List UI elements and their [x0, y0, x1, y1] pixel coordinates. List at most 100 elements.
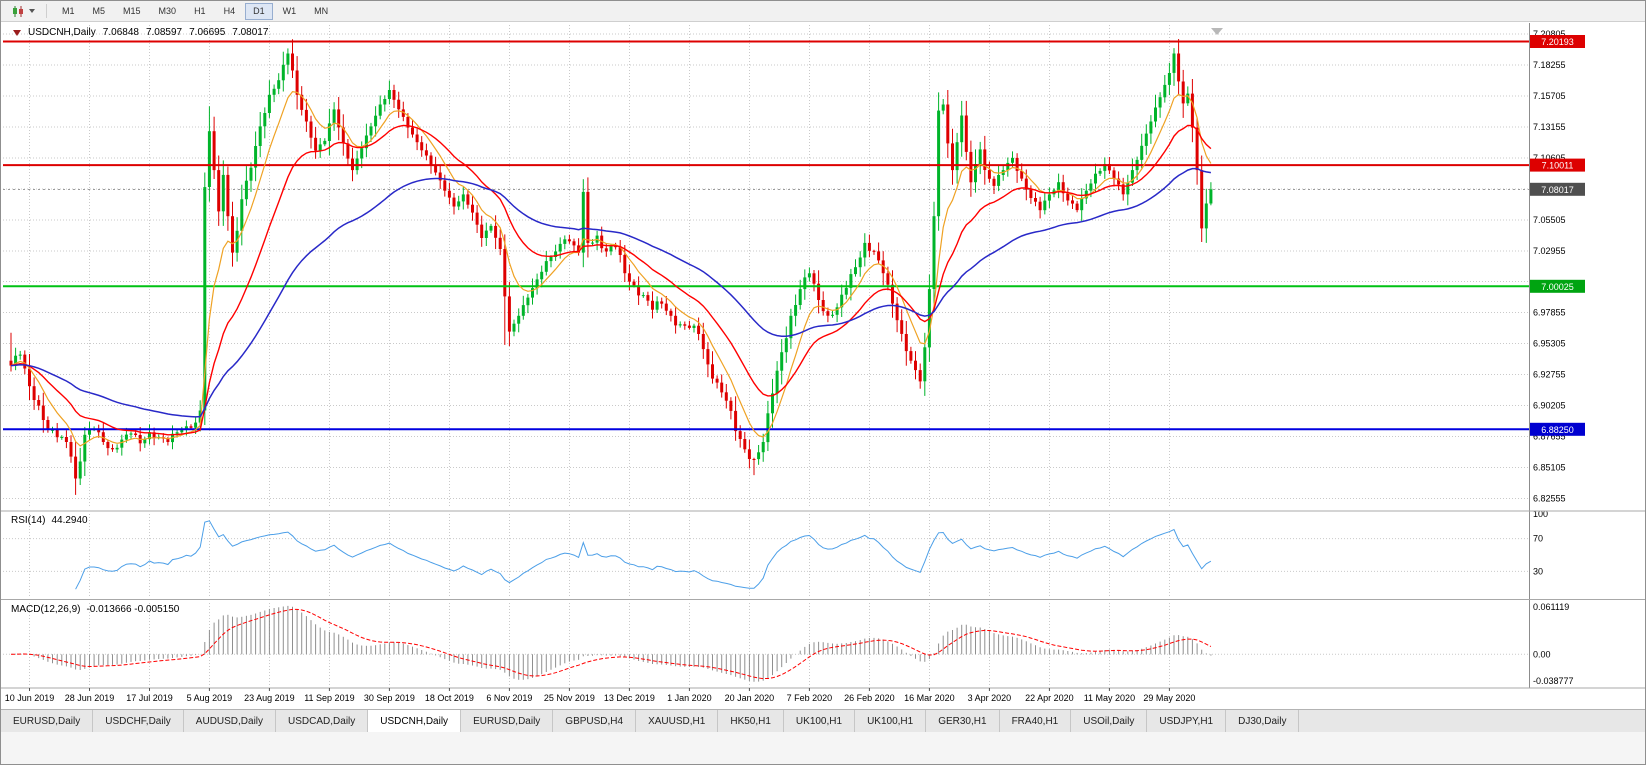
svg-text:7.20805: 7.20805: [1533, 29, 1566, 39]
chart-title: USDCNH,Daily 7.06848 7.08597 7.06695 7.0…: [13, 27, 268, 38]
timeframe-button-M1[interactable]: M1: [62, 5, 75, 16]
svg-text:22 Apr 2020: 22 Apr 2020: [1025, 693, 1074, 703]
rsi-current-value: 44.2940: [51, 515, 88, 526]
bottom-strip: [1, 732, 1645, 764]
macd-signal-line: [10, 608, 1212, 680]
svg-text:6 Nov 2019: 6 Nov 2019: [486, 693, 532, 703]
timeframe-button-D1[interactable]: D1: [245, 2, 273, 20]
macd-indicator-label: MACD(12,26,9) -0.013666 -0.005150: [11, 604, 179, 615]
chart-tab-usoil-daily[interactable]: USOil,Daily: [1071, 710, 1148, 732]
timeframe-button-W1[interactable]: W1: [282, 5, 297, 16]
svg-text:6.92755: 6.92755: [1533, 370, 1566, 380]
chart-tab-uk100-h1[interactable]: UK100,H1: [783, 710, 856, 732]
svg-text:17 Jul 2019: 17 Jul 2019: [126, 693, 173, 703]
svg-text:30 Sep 2019: 30 Sep 2019: [364, 693, 415, 703]
timeframe-button-H1[interactable]: H1: [194, 5, 206, 16]
timeframe-button-M30[interactable]: M30: [158, 5, 177, 16]
svg-text:11 Sep 2019: 11 Sep 2019: [304, 693, 354, 703]
rsi-line: [75, 520, 1212, 590]
ma-slow-line: [10, 167, 1212, 418]
chart-tab-usdchf-daily[interactable]: USDCHF,Daily: [93, 710, 184, 732]
svg-text:26 Feb 2020: 26 Feb 2020: [844, 693, 895, 703]
timeframe-buttons: M1 M5 M15 M30 H1 H4 D1 W1 MN: [54, 2, 336, 20]
time-axis[interactable]: 10 Jun 2019 28 Jun 2019 17 Jul 2019 5 Aug 2…: [5, 688, 1196, 703]
ohlc-low-value: 7.06695: [189, 27, 226, 38]
svg-text:7.18255: 7.18255: [1533, 60, 1566, 70]
chart-tab-usdcad-daily[interactable]: USDCAD,Daily: [276, 710, 369, 732]
svg-text:6.85105: 6.85105: [1533, 463, 1566, 473]
ma-mid-line: [10, 124, 1212, 436]
chart-tab-hk50-h1[interactable]: HK50,H1: [718, 710, 784, 732]
ohlc-open-value: 7.06848: [102, 27, 139, 38]
svg-text:7.15705: 7.15705: [1533, 91, 1566, 101]
price-axis[interactable]: 7.20805 7.18255 7.15705 7.13155 7.10605 7.055…: [1529, 23, 1586, 688]
svg-text:7.02955: 7.02955: [1533, 246, 1566, 256]
one-click-trading-icon[interactable]: [13, 29, 21, 36]
svg-text:7.08017: 7.08017: [1541, 185, 1574, 195]
chart-shift-marker[interactable]: [1211, 28, 1223, 35]
chart-tab-usdjpy-h1[interactable]: USDJPY,H1: [1147, 710, 1227, 732]
timeframe-button-M15[interactable]: M15: [123, 5, 141, 16]
chevron-down-icon: [29, 9, 35, 13]
chart-tab-xauusd-h1[interactable]: XAUUSD,H1: [636, 710, 719, 732]
chart-tab-usdcnh-daily[interactable]: USDCNH,Daily: [368, 710, 462, 732]
svg-text:7.00025: 7.00025: [1541, 282, 1574, 292]
svg-text:0.061119: 0.061119: [1533, 602, 1569, 612]
macd-name: MACD(12,26,9): [11, 604, 81, 615]
svg-text:7.05505: 7.05505: [1533, 215, 1566, 225]
timeframe-button-MN[interactable]: MN: [314, 5, 329, 16]
svg-text:0.00: 0.00: [1533, 649, 1551, 659]
candlestick-series: [9, 39, 1213, 495]
svg-text:7 Feb 2020: 7 Feb 2020: [787, 693, 833, 703]
price-badge: [1530, 182, 1585, 196]
svg-text:16 Mar 2020: 16 Mar 2020: [904, 693, 955, 703]
macd-panel: 0.061119 0.00 -0.038777: [3, 602, 1574, 686]
chart-tab-fra40-h1[interactable]: FRA40,H1: [999, 710, 1072, 732]
chart-tab-audusd-daily[interactable]: AUDUSD,Daily: [183, 710, 277, 732]
price-badge: [1530, 35, 1585, 48]
candlestick-chart-icon: [13, 5, 23, 17]
chart-tab-gbpusd-h4[interactable]: GBPUSD,H4: [553, 710, 637, 732]
svg-text:20 Jan 2020: 20 Jan 2020: [725, 693, 775, 703]
chart-tab-uk100-h1[interactable]: UK100,H1: [855, 710, 927, 732]
chart-type-button[interactable]: [7, 4, 39, 19]
svg-text:13 Dec 2019: 13 Dec 2019: [604, 693, 655, 703]
chart-tab-eurusd-daily[interactable]: EURUSD,Daily: [461, 710, 554, 732]
svg-text:7.20193: 7.20193: [1541, 37, 1574, 47]
price-badge: [1530, 279, 1585, 293]
svg-text:6.90205: 6.90205: [1533, 401, 1566, 411]
timeframe-button-M5[interactable]: M5: [92, 5, 106, 16]
ma-fast-line: [10, 91, 1212, 447]
price-badge: [1530, 422, 1585, 436]
svg-text:6.87655: 6.87655: [1533, 432, 1566, 442]
svg-text:5 Aug 2019: 5 Aug 2019: [187, 693, 233, 703]
grid: [3, 25, 1529, 685]
chart-tabs-bar: EURUSD,Daily USDCHF,Daily AUDUSD,Daily USDC…: [1, 709, 1645, 732]
svg-text:25 Nov 2019: 25 Nov 2019: [544, 693, 595, 703]
timeframe-button-H4[interactable]: H4: [223, 5, 236, 16]
svg-text:1 Jan 2020: 1 Jan 2020: [667, 693, 712, 703]
timeframe-toolbar: M1 M5 M15 M30 H1 H4 D1 W1 MN: [1, 1, 1645, 22]
svg-text:6.95305: 6.95305: [1533, 339, 1566, 349]
chart-tab-dj30-daily[interactable]: DJ30,Daily: [1226, 710, 1300, 732]
ohlc-high-value: 7.08597: [145, 27, 183, 38]
rsi-panel: 100 70 30: [3, 509, 1548, 590]
svg-text:18 Oct 2019: 18 Oct 2019: [425, 693, 474, 703]
svg-text:70: 70: [1533, 534, 1543, 544]
rsi-indicator-label: RSI(14) 44.2940: [11, 515, 88, 526]
svg-text:6.97855: 6.97855: [1533, 308, 1566, 318]
svg-text:6.88250: 6.88250: [1541, 425, 1574, 435]
svg-text:100: 100: [1533, 509, 1548, 519]
svg-text:3 Apr 2020: 3 Apr 2020: [968, 693, 1012, 703]
rsi-name: RSI(14): [11, 515, 46, 526]
svg-text:7.10605: 7.10605: [1533, 153, 1566, 163]
ohlc-close-value: 7.08017: [232, 27, 269, 38]
svg-text:6.82555: 6.82555: [1533, 493, 1566, 503]
chart-tab-ger30-h1[interactable]: GER30,H1: [926, 710, 1000, 732]
svg-text:28 Jun 2019: 28 Jun 2019: [65, 693, 115, 703]
chart-tab-eurusd-daily[interactable]: EURUSD,Daily: [1, 710, 94, 732]
svg-text:29 May 2020: 29 May 2020: [1143, 693, 1195, 703]
horizontal-level-lines: [3, 40, 1529, 431]
